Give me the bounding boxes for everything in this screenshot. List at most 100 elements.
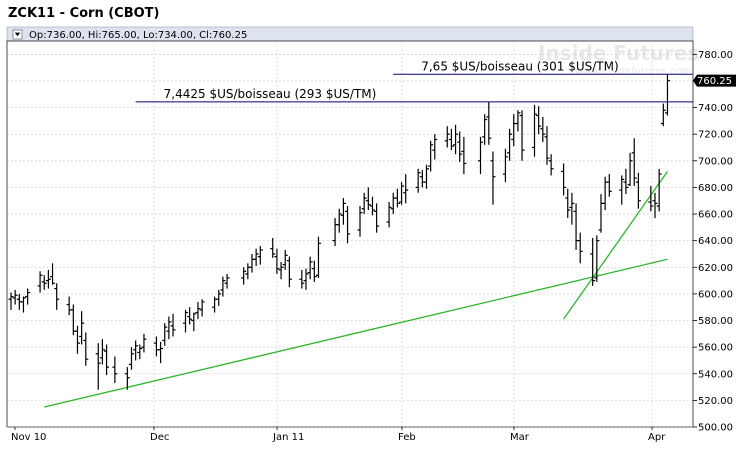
y-tick-label: 640.00 — [698, 236, 733, 247]
ohlc-bar-2010-11-08 — [37, 271, 43, 293]
ohlc-bar-2011-02-24 — [486, 102, 492, 145]
price-bars — [8, 74, 670, 390]
x-tick-label: Jan 11 — [272, 432, 304, 443]
ohlc-bar-2011-02-15 — [448, 128, 454, 151]
ohlc-bar-2011-01-20 — [340, 198, 346, 225]
chevron-down-icon[interactable] — [12, 29, 23, 40]
chart-title: ZCK11 - Corn (CBOT) — [8, 6, 160, 21]
ohlc-bar-2010-12-15 — [191, 312, 197, 332]
ohlc-bar-2011-01-04 — [274, 248, 280, 274]
ohlc-bar-2011-03-21 — [590, 237, 596, 286]
ohlc-bar-2011-02-09 — [423, 164, 429, 189]
ohlc-bar-2011-04-05 — [652, 192, 658, 219]
ohlc-bar-2011-03-29 — [623, 168, 629, 195]
ohlc-bar-2010-12-27 — [241, 267, 247, 285]
ohlc-bar-2011-01-27 — [369, 196, 375, 216]
ohlc-bar-2010-12-22 — [220, 276, 226, 297]
ohlc-bar-2011-04-01 — [635, 172, 641, 209]
ohlc-bar-2011-03-10 — [544, 126, 550, 165]
ohlc-bar-2010-12-17 — [199, 299, 205, 317]
ohlc-bar-2011-02-17 — [457, 131, 463, 163]
ohlc-bar-2011-01-03 — [270, 237, 276, 258]
ohlc-bar-2011-03-04 — [519, 110, 525, 161]
ohlc-bar-2011-04-06 — [656, 168, 662, 212]
ohlc-bar-2011-02-23 — [482, 114, 488, 145]
ohlc-bar-2010-11-30 — [128, 347, 134, 370]
ohlc-bar-2011-01-24 — [357, 206, 363, 237]
ohlc-bar-2010-11-11 — [50, 263, 56, 285]
ohlc-bar-2011-04-04 — [648, 186, 654, 212]
price-annotations: 7,65 $US/boisseau (301 $US/TM) 7,4425 $US… — [135, 59, 693, 103]
trendline-1 — [44, 258, 668, 408]
ohlc-bar-2011-02-07 — [415, 168, 421, 193]
ohlc-bar-2011-01-19 — [336, 208, 342, 233]
ohlc-bar-2010-12-21 — [216, 289, 222, 306]
y-tick-label: 600.00 — [698, 289, 733, 300]
ohlc-bar-2011-03-11 — [548, 154, 554, 176]
ohlc-bar-2010-11-01 — [8, 292, 14, 310]
ohlc-bar-2010-12-13 — [183, 309, 189, 333]
y-tick-label: 700.00 — [698, 156, 733, 167]
y-tick-label: 500.00 — [698, 423, 733, 434]
ohlc-bar-2011-03-22 — [594, 235, 600, 282]
ohlc-bar-2011-01-11 — [303, 268, 309, 290]
ohlc-bar-2010-12-08 — [162, 323, 168, 346]
ohlc-bar-2011-03-30 — [627, 152, 633, 187]
ohlc-bar-2010-11-02 — [12, 289, 18, 305]
y-tick-label: 580.00 — [698, 316, 733, 327]
ohlc-bar-2011-01-13 — [311, 260, 317, 282]
ohlc-bar-2011-04-08 — [664, 74, 670, 116]
ohlc-bar-2010-11-10 — [45, 269, 51, 289]
ohlc-bar-2010-12-10 — [170, 313, 176, 337]
ohlc-bar-2010-12-02 — [137, 344, 143, 360]
watermark-url: www.insidefutures.com — [575, 66, 691, 77]
ohlc-bar-2011-01-26 — [365, 187, 371, 211]
ohlc-bar-2011-03-08 — [536, 106, 542, 135]
y-tick-label: 520.00 — [698, 396, 733, 407]
annotation-label-1: 7,65 $US/boisseau (301 $US/TM) — [421, 59, 618, 73]
trendlines — [44, 171, 668, 408]
ohlc-bar-2011-02-03 — [399, 182, 405, 205]
ohlc-readout: Op:736.00, Hi:765.00, Lo:734.00, Cl:760.… — [29, 30, 247, 41]
ohlc-bar-2011-04-07 — [660, 103, 666, 127]
ohlc-bar-2010-11-04 — [20, 296, 26, 313]
ohlc-bar-2011-02-22 — [477, 136, 483, 175]
ohlc-bar-2011-01-05 — [278, 261, 284, 280]
ohlc-bar-2010-12-14 — [187, 307, 193, 325]
ohlc-bar-2010-11-19 — [83, 332, 89, 366]
ohlc-bar-2011-01-28 — [374, 203, 380, 233]
y-axis: 500.00 520.00 540.00 560.00 580.00 600.00 620.… — [693, 50, 733, 434]
ohlc-bar-2011-02-16 — [453, 124, 459, 155]
ohlc-bar-2011-02-02 — [394, 188, 400, 208]
ohlc-bar-2011-02-25 — [490, 151, 496, 205]
ohlc-bar-2010-12-09 — [166, 316, 172, 340]
ohlc-bar-2010-12-03 — [141, 333, 147, 353]
ohlc-bar-2010-11-26 — [112, 356, 118, 384]
grid-lines — [7, 41, 693, 428]
ohlc-bar-2011-03-25 — [606, 174, 612, 197]
ohlc-bar-2011-03-16 — [569, 192, 575, 225]
last-price-label: 760.25 — [697, 76, 732, 87]
ohlc-bar-2011-01-21 — [345, 206, 351, 244]
ohlc-bar-2011-03-03 — [515, 110, 521, 132]
ohlc-bar-2011-02-28 — [502, 148, 508, 183]
ohlc-bar-2010-11-24 — [104, 344, 110, 376]
ohlc-bar-2010-11-22 — [95, 343, 101, 390]
y-tick-label: 540.00 — [698, 369, 733, 380]
x-tick-label: Mar — [510, 432, 530, 443]
y-tick-label: 660.00 — [698, 210, 733, 221]
ohlc-bar-2010-11-18 — [79, 311, 85, 345]
ohlc-bar-2011-03-31 — [631, 138, 637, 187]
ohlc-bar-2010-12-01 — [133, 340, 139, 361]
y-tick-label: 740.00 — [698, 103, 733, 114]
ohlc-bar-2010-11-29 — [124, 367, 130, 390]
ohlc-bar-2011-01-06 — [282, 249, 288, 270]
x-tick-label: Apr — [648, 432, 666, 443]
last-price-tag: 760.25 — [693, 74, 736, 87]
ohlc-bar-2011-02-10 — [428, 140, 434, 172]
y-tick-label: 720.00 — [698, 130, 733, 141]
trendline-2 — [563, 171, 668, 320]
watermark-logo: Inside Futures www.insidefutures.com — [538, 41, 699, 77]
ohlc-bar-2010-11-17 — [74, 325, 80, 354]
